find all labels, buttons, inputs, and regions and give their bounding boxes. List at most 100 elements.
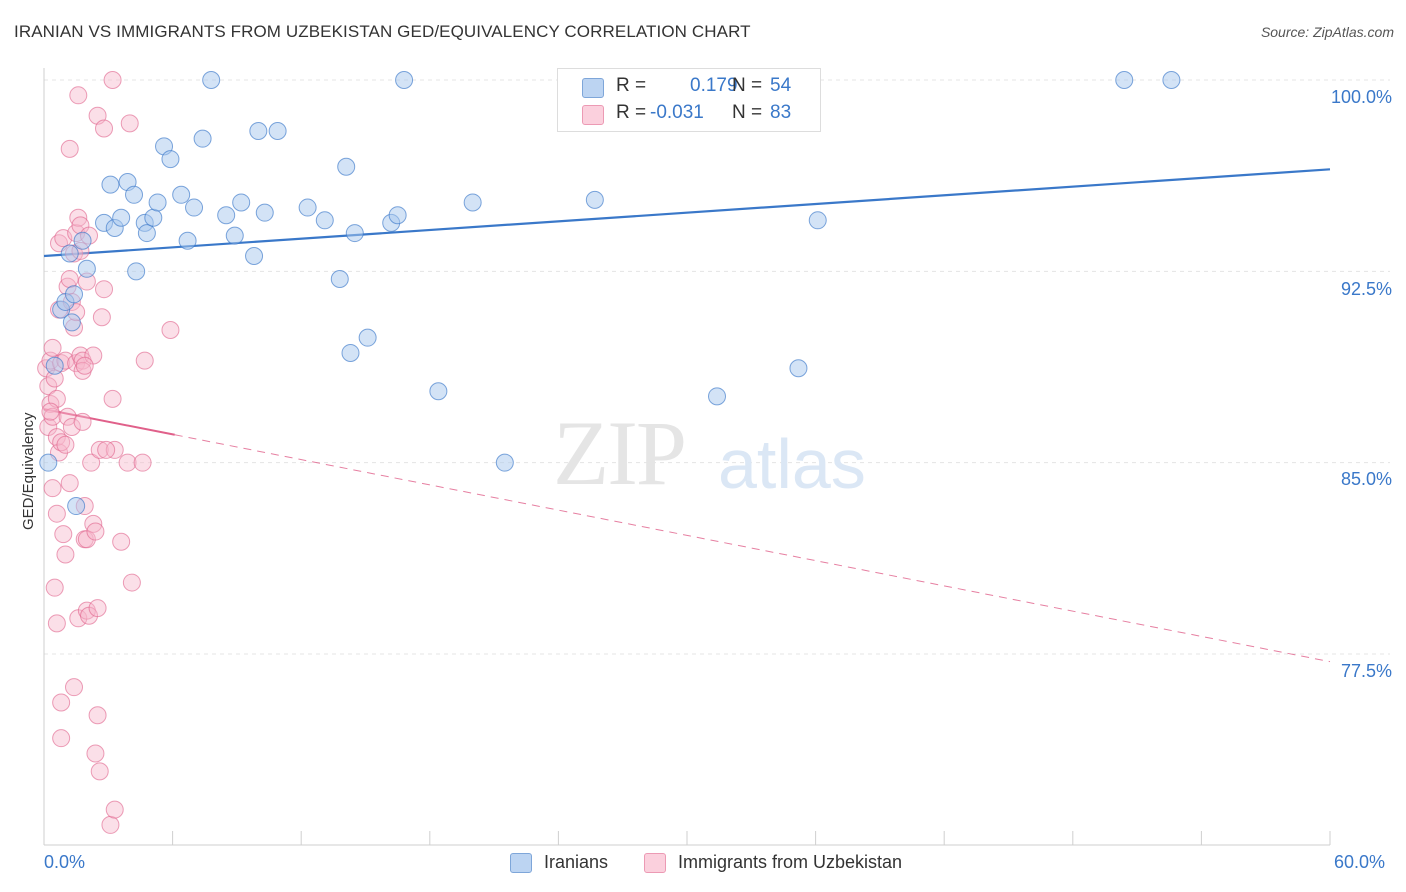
- legend-n-value: 83: [770, 102, 792, 123]
- axes: [43, 68, 1331, 846]
- point-uzbekistan: [56, 545, 75, 564]
- point-iranians: [65, 285, 84, 304]
- point-uzbekistan: [103, 389, 122, 408]
- point-uzbekistan: [60, 269, 79, 288]
- point-iranians: [495, 453, 514, 472]
- point-iranians: [463, 193, 482, 212]
- point-uzbekistan: [118, 453, 137, 472]
- point-uzbekistan: [65, 678, 84, 697]
- point-iranians: [172, 185, 191, 204]
- point-uzbekistan: [54, 525, 73, 544]
- point-uzbekistan: [56, 435, 75, 454]
- point-iranians: [429, 382, 448, 401]
- point-iranians: [112, 208, 131, 227]
- point-iranians: [1162, 71, 1181, 89]
- trendline-iranians: [43, 168, 1331, 258]
- point-iranians: [144, 208, 163, 227]
- point-iranians: [73, 231, 92, 250]
- point-uzbekistan: [62, 417, 81, 436]
- point-uzbekistan: [90, 762, 109, 781]
- point-iranians: [395, 71, 414, 89]
- point-uzbekistan: [43, 479, 62, 498]
- point-uzbekistan: [47, 504, 66, 523]
- point-iranians: [298, 198, 317, 217]
- point-iranians: [45, 356, 64, 375]
- legend-label-iranians: Iranians: [544, 852, 609, 872]
- legend-swatch-blue: [582, 78, 604, 98]
- legend-swatch-iranians: [510, 852, 532, 873]
- points: [37, 71, 1181, 834]
- point-iranians: [268, 122, 287, 141]
- point-iranians: [345, 224, 364, 243]
- point-uzbekistan: [41, 402, 60, 421]
- point-uzbekistan: [86, 744, 105, 763]
- point-iranians: [1115, 71, 1134, 89]
- point-uzbekistan: [82, 453, 101, 472]
- point-uzbekistan: [135, 351, 154, 370]
- legend-label-uzbekistan: Immigrants from Uzbekistan: [678, 852, 903, 872]
- point-iranians: [39, 453, 58, 472]
- stats-legend: R = 0.179 N = 54 R = -0.031 N = 83: [557, 68, 821, 132]
- point-uzbekistan: [86, 522, 105, 541]
- point-uzbekistan: [122, 573, 141, 592]
- point-iranians: [249, 122, 268, 141]
- y-tick-label: 85.0%: [1340, 469, 1392, 489]
- point-uzbekistan: [101, 815, 120, 834]
- point-uzbekistan: [105, 800, 124, 819]
- point-iranians: [225, 226, 244, 245]
- point-uzbekistan: [52, 693, 71, 712]
- legend-n-value: 54: [770, 75, 792, 96]
- point-iranians: [127, 262, 146, 281]
- point-uzbekistan: [95, 280, 114, 299]
- legend-r-label: R =: [616, 102, 647, 123]
- point-uzbekistan: [133, 453, 152, 472]
- point-uzbekistan: [88, 599, 107, 618]
- point-iranians: [341, 343, 360, 362]
- point-iranians: [789, 359, 808, 378]
- point-uzbekistan: [103, 71, 122, 89]
- point-iranians: [330, 269, 349, 288]
- point-iranians: [708, 387, 727, 406]
- legend-item-iranians: Iranians: [510, 852, 608, 873]
- point-iranians: [137, 224, 156, 243]
- point-iranians: [217, 206, 236, 225]
- point-uzbekistan: [73, 412, 92, 431]
- point-uzbekistan: [43, 338, 62, 357]
- legend-r-value: -0.031: [650, 102, 704, 123]
- point-uzbekistan: [95, 119, 114, 138]
- watermark-zip: ZIP: [553, 402, 687, 504]
- legend-n-label: N =: [732, 75, 763, 96]
- point-uzbekistan: [120, 114, 139, 133]
- point-iranians: [185, 198, 204, 217]
- point-uzbekistan: [112, 532, 131, 551]
- source-label: Source: ZipAtlas.com: [1260, 24, 1394, 40]
- point-uzbekistan: [69, 86, 88, 105]
- legend-swatch-uzbekistan: [644, 852, 666, 873]
- point-uzbekistan: [52, 729, 71, 748]
- x-tick-label: 0.0%: [44, 852, 86, 872]
- point-iranians: [245, 247, 264, 266]
- y-tick-label: 77.5%: [1340, 661, 1392, 681]
- trendlines: [43, 168, 1331, 663]
- point-uzbekistan: [84, 514, 103, 533]
- point-iranians: [125, 185, 144, 204]
- trendline-uzbekistan-dashed: [174, 434, 1331, 663]
- point-uzbekistan: [88, 706, 107, 725]
- point-iranians: [77, 259, 96, 278]
- chart-title: IRANIAN VS IMMIGRANTS FROM UZBEKISTAN GE…: [14, 22, 751, 41]
- point-uzbekistan: [161, 321, 180, 340]
- point-iranians: [202, 71, 221, 89]
- point-iranians: [337, 157, 356, 176]
- point-uzbekistan: [90, 440, 109, 459]
- legend-r-label: R =: [616, 75, 647, 96]
- point-iranians: [67, 497, 86, 516]
- point-iranians: [60, 244, 79, 263]
- legend-r-value: 0.179: [690, 75, 738, 96]
- point-iranians: [178, 231, 197, 250]
- legend-item-uzbekistan: Immigrants from Uzbekistan: [644, 852, 902, 873]
- point-iranians: [315, 211, 334, 230]
- point-iranians: [193, 129, 212, 148]
- point-iranians: [148, 193, 167, 212]
- point-iranians: [808, 211, 827, 230]
